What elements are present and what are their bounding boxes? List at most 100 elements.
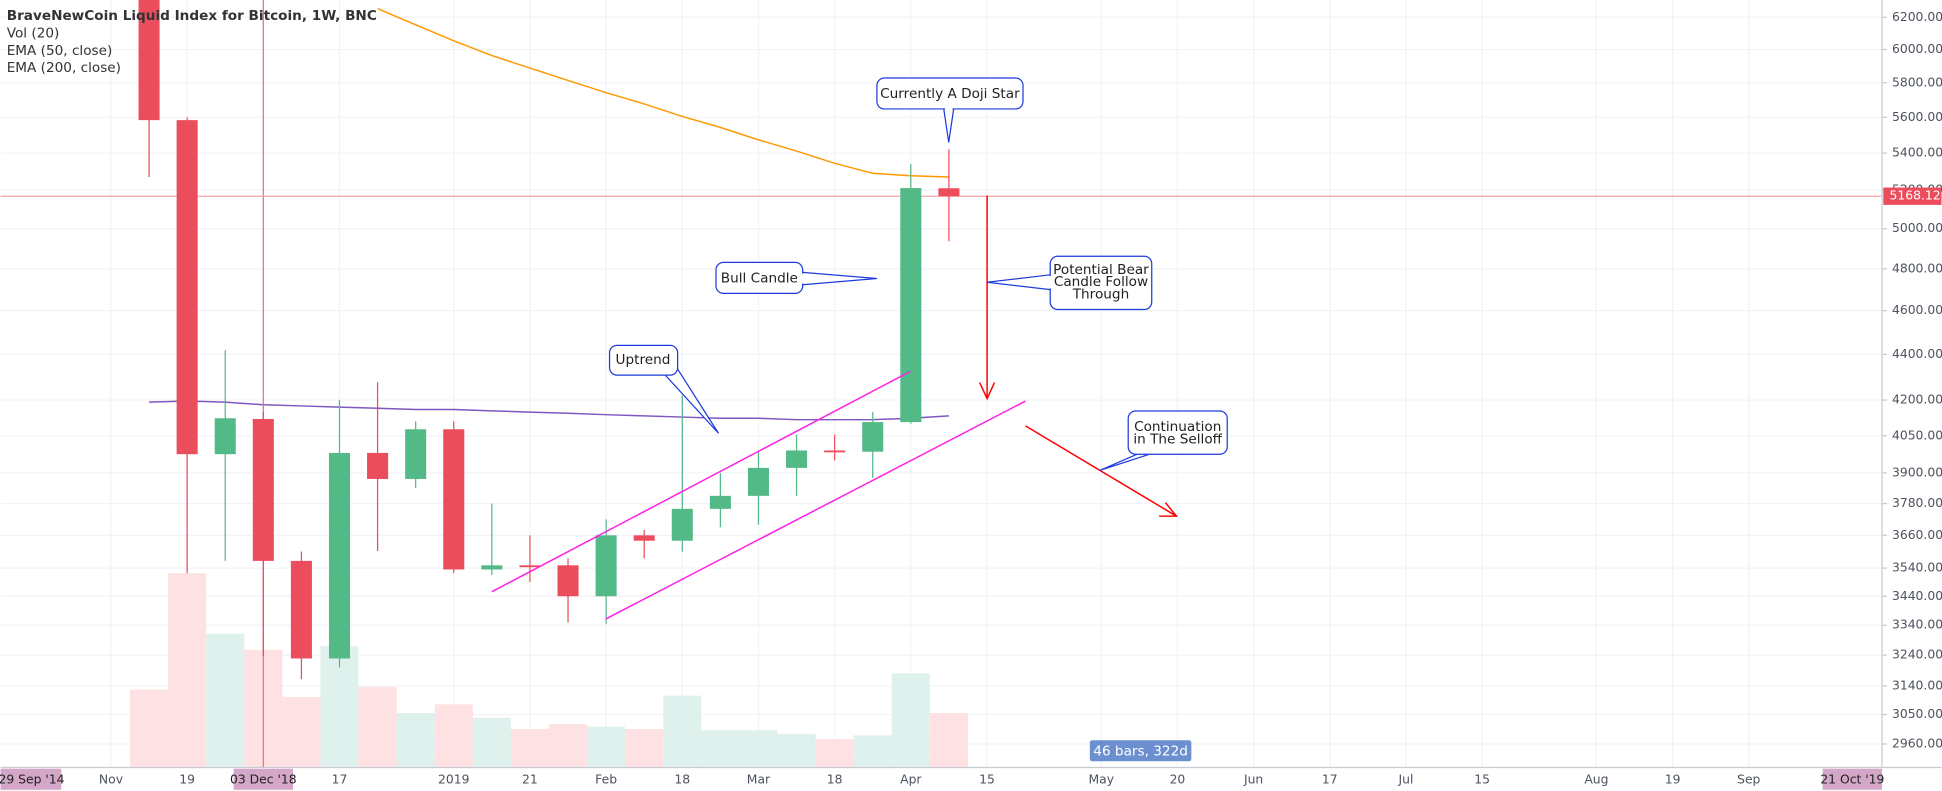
callout-pointer [802, 271, 877, 286]
callouts: Currently A Doji Star Bull Candle Uptren… [608, 77, 1228, 471]
bars-info: 46 bars, 322d [1093, 743, 1188, 759]
y-tick-label: 3440.00 [1892, 589, 1942, 603]
x-tick-label: 15 [1474, 772, 1490, 786]
callout-text: Bull Candle [721, 271, 798, 287]
volume-bar [663, 695, 702, 768]
time-axis [0, 767, 1942, 791]
candle-body [747, 467, 769, 496]
crosshair-badge [233, 768, 294, 790]
range-start: 29 Sep '14 [0, 772, 65, 786]
x-tick-label: 19 [1665, 772, 1681, 786]
x-tick-label: 2019 [438, 772, 469, 786]
y-tick-label: 5800.00 [1892, 75, 1942, 89]
volume-layer [130, 573, 968, 768]
y-tick-label: 5400.00 [1892, 146, 1942, 160]
x-tick-label: 21 [522, 772, 538, 786]
callout-text: in The Selloff [1133, 431, 1222, 447]
arrow-head [978, 382, 996, 401]
y-tick-label: 4050.00 [1892, 428, 1942, 442]
volume-bar [929, 713, 968, 768]
x-tick-label: 17 [332, 772, 348, 786]
x-tick-label: Nov [99, 772, 123, 786]
drawings [491, 195, 1179, 620]
candle-layer [138, 0, 960, 680]
callout-text: Uptrend [616, 352, 671, 368]
y-tick-label: 5000.00 [1892, 221, 1942, 235]
y-tick-label: 6200.00 [1892, 10, 1942, 24]
x-tick-label: Jun [1243, 772, 1263, 786]
candle-body [824, 450, 846, 453]
candle-body [519, 565, 541, 568]
candle-body [328, 452, 351, 659]
range-badge [1822, 768, 1883, 790]
bars-info-badge [1089, 740, 1192, 762]
x-tick-label: 18 [674, 772, 690, 786]
volume-bar [701, 730, 740, 768]
x-tick-label: Mar [747, 772, 771, 786]
candle-body [405, 429, 427, 479]
y-tick-label: 3900.00 [1892, 465, 1942, 479]
y-tick-label: 5600.00 [1892, 110, 1942, 124]
x-tick-label: Jul [1398, 772, 1414, 786]
last-price-badge [1883, 187, 1942, 205]
callout-box [608, 344, 679, 376]
x-tick-label: May [1088, 772, 1114, 786]
volume-bar [206, 633, 245, 768]
volume-bar [777, 734, 816, 768]
callout-pointer [943, 108, 955, 143]
candle-body [214, 418, 236, 455]
x-tick-label: Apr [900, 772, 922, 786]
arrow-head [1159, 502, 1179, 517]
candle-body [900, 188, 922, 423]
y-tick-label: 2960.00 [1892, 736, 1942, 750]
candle-body [786, 450, 808, 468]
volume-bar [168, 573, 207, 768]
x-tick-label: 20 [1170, 772, 1186, 786]
range-end: 21 Oct '19 [1820, 772, 1884, 786]
volume-bar [739, 730, 778, 768]
callout-text: Continuation [1134, 419, 1221, 435]
volume-bar [587, 726, 626, 768]
callout-text: Potential Bear [1053, 262, 1149, 278]
callout-pointer [987, 274, 1051, 291]
y-tick-label: 3660.00 [1892, 528, 1942, 542]
candle-body [595, 535, 617, 597]
candle-body [367, 452, 389, 479]
candle-body [252, 418, 274, 561]
price-axis [1882, 0, 1942, 791]
x-tick-label: Feb [595, 772, 617, 786]
x-tick-label: Sep [1737, 772, 1760, 786]
y-tick-label: 3050.00 [1892, 707, 1942, 721]
volume-bar [815, 739, 854, 768]
volume-bar [548, 724, 588, 768]
x-tick-label: 19 [179, 772, 195, 786]
callout-text: Through [1072, 287, 1129, 303]
candle-body [633, 535, 655, 541]
callout-pointer [664, 364, 719, 434]
ema-line [149, 400, 949, 421]
candle-body [481, 565, 503, 570]
volume-bar [891, 673, 930, 768]
volume-bar [853, 735, 892, 768]
x-tick-label: Aug [1584, 772, 1608, 786]
y-tick-label: 6000.00 [1892, 42, 1942, 56]
volume-bar [625, 729, 664, 768]
legend-entry: Vol (20) [7, 25, 60, 41]
ema-line [377, 7, 949, 178]
axes-labels: 6200.006000.005800.005600.005400.005200.… [99, 10, 1942, 790]
candle-body [138, 0, 160, 121]
volume-bar [510, 729, 549, 768]
candle-body [709, 495, 731, 509]
trend-line [605, 400, 1026, 620]
y-tick-label: 4200.00 [1892, 393, 1942, 407]
trend-line [491, 370, 911, 593]
candle-body [557, 565, 579, 597]
candle-body [443, 429, 465, 570]
candle-body [862, 422, 884, 452]
volume-bar [130, 689, 169, 768]
callout-box [1127, 410, 1228, 455]
volume-bar [434, 704, 473, 768]
